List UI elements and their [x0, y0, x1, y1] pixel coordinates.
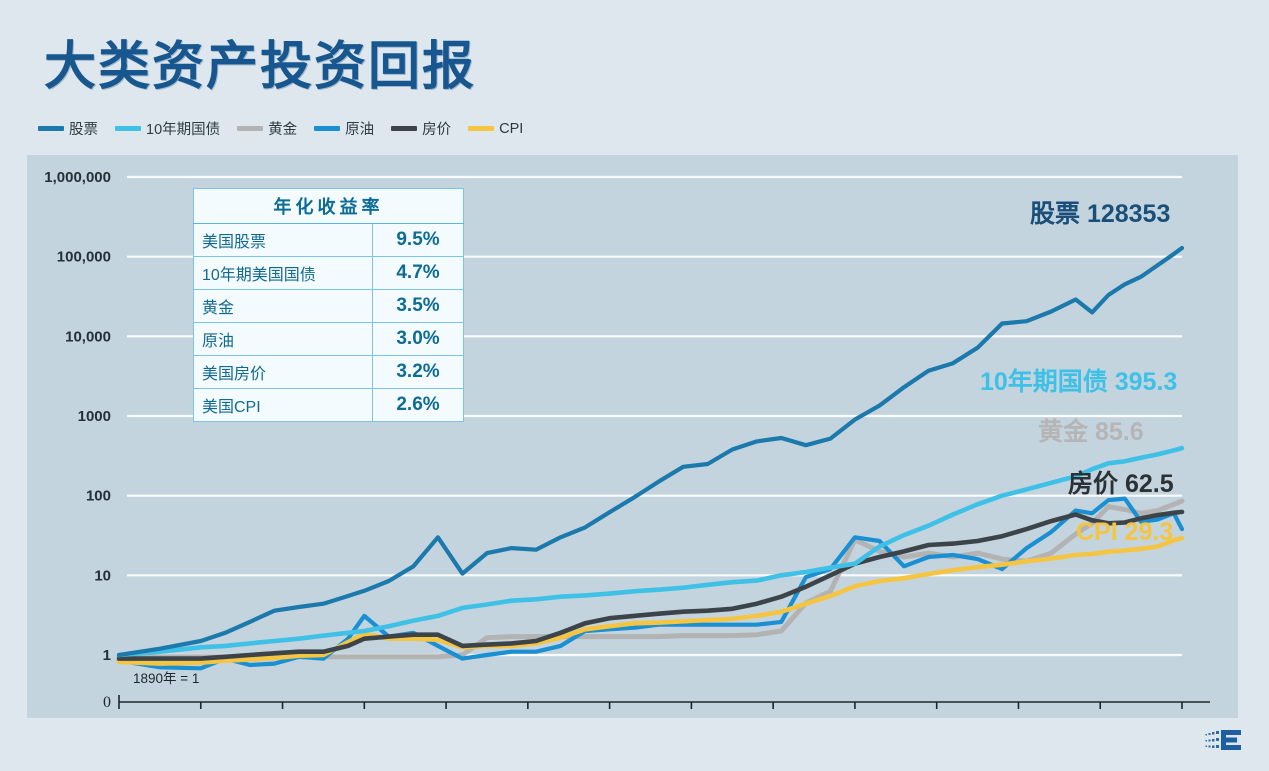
x-axis-tick-label: 2010 [1081, 717, 1119, 718]
series-end-label: 房价 62.5 [1068, 469, 1174, 498]
legend-item-房价: 房价 [391, 118, 451, 139]
series-line-股票 [116, 245, 1185, 658]
series-line-房价 [116, 509, 1185, 661]
brand-logo-icon [1205, 730, 1241, 750]
legend-label: 股票 [69, 122, 98, 138]
asset-return-cell: 4.7% [372, 256, 464, 290]
legend-item-黄金: 黄金 [237, 118, 297, 139]
y-axis-tick-label: 100,000 [57, 249, 111, 266]
series-line-10年期国债 [116, 445, 1185, 658]
legend-item-CPI: CPI [468, 121, 523, 137]
x-axis-tick-label: 1890 [100, 717, 138, 718]
y-axis-tick-label: 10 [94, 567, 111, 584]
legend-label: 黄金 [268, 122, 298, 138]
x-axis-tick-label: 1910 [264, 717, 302, 718]
table-row: 美国房价 3.2% [193, 355, 464, 389]
series-end-label: 黄金 85.6 [1038, 417, 1144, 446]
legend-label: CPI [499, 120, 524, 137]
table-row: 美国股票 9.5% [193, 223, 464, 257]
series-end-label: CPI 29.3 [1076, 518, 1173, 546]
x-axis-tick-label: 1980 [836, 717, 874, 718]
x-axis-tick-label: 2020 [1163, 717, 1201, 718]
x-axis-tick-label: 1900 [182, 717, 220, 718]
y-axis-tick-label: 100 [86, 488, 111, 505]
legend-item-股票: 股票 [38, 118, 98, 139]
chart-legend: 股票 10年期国债 黄金 原油 房价 CPI [38, 118, 523, 139]
asset-name-cell: 美国股票 [193, 223, 373, 257]
page-title: 大类资产投资回报 [44, 38, 477, 96]
table-row: 原油 3.0% [193, 322, 464, 356]
legend-item-10年期国债: 10年期国债 [115, 118, 220, 139]
x-axis-tick-label: 1940 [509, 717, 547, 718]
annualized-return-table: 年化收益率 美国股票 9.5% 10年期美国国债 4.7% 黄金 3.5% 原油 3.0% 美国房… [193, 188, 464, 422]
legend-label: 原油 [345, 122, 375, 138]
series-line-CPI [116, 535, 1185, 666]
table-header-row: 年化收益率 [193, 188, 464, 224]
y-axis-tick-label: 10,000 [65, 328, 111, 345]
legend-swatch-icon [237, 126, 264, 131]
y-axis-zero-label: 0 [103, 694, 111, 711]
table-row: 美国CPI 2.6% [193, 388, 464, 422]
baseline-note: 1890年 = 1 [133, 671, 199, 686]
legend-swatch-icon [468, 126, 495, 131]
legend-swatch-icon [391, 126, 418, 131]
legend-swatch-icon [115, 126, 141, 131]
legend-label: 房价 [422, 122, 452, 138]
asset-return-cell: 3.2% [372, 355, 464, 389]
asset-return-cell: 3.5% [372, 289, 464, 323]
asset-return-cell: 3.0% [372, 322, 464, 356]
table-title: 年化收益率 [193, 188, 464, 224]
x-axis-tick-label: 1990 [918, 717, 956, 718]
asset-name-cell: 10年期美国国债 [193, 256, 373, 290]
y-axis-tick-label: 1 [103, 647, 111, 664]
x-axis-tick-label: 1950 [591, 717, 629, 718]
asset-name-cell: 美国CPI [193, 388, 373, 422]
series-line-黄金 [116, 498, 1185, 660]
x-axis-tick-label: 1970 [754, 717, 792, 718]
table-row: 黄金 3.5% [193, 289, 464, 323]
legend-swatch-icon [314, 126, 341, 131]
x-axis-tick-label: 1930 [427, 717, 465, 718]
asset-name-cell: 原油 [193, 322, 373, 356]
asset-name-cell: 黄金 [193, 289, 373, 323]
x-axis-tick-label: 2000 [999, 717, 1037, 718]
series-end-label: 10年期国债 395.3 [980, 367, 1177, 396]
legend-swatch-icon [38, 126, 64, 131]
y-axis-tick-label: 1000 [78, 408, 111, 425]
series-end-label: 股票 128353 [1030, 200, 1170, 228]
asset-name-cell: 美国房价 [193, 355, 373, 389]
asset-return-cell: 2.6% [372, 388, 464, 422]
legend-item-原油: 原油 [314, 118, 374, 139]
x-axis-tick-label: 1920 [345, 717, 383, 718]
y-axis-tick-label: 1,000,000 [44, 169, 111, 186]
x-axis-tick-label: 1960 [672, 717, 710, 718]
asset-return-cell: 9.5% [372, 223, 464, 257]
legend-label: 10年期国债 [146, 122, 221, 138]
table-row: 10年期美国国债 4.7% [193, 256, 464, 290]
